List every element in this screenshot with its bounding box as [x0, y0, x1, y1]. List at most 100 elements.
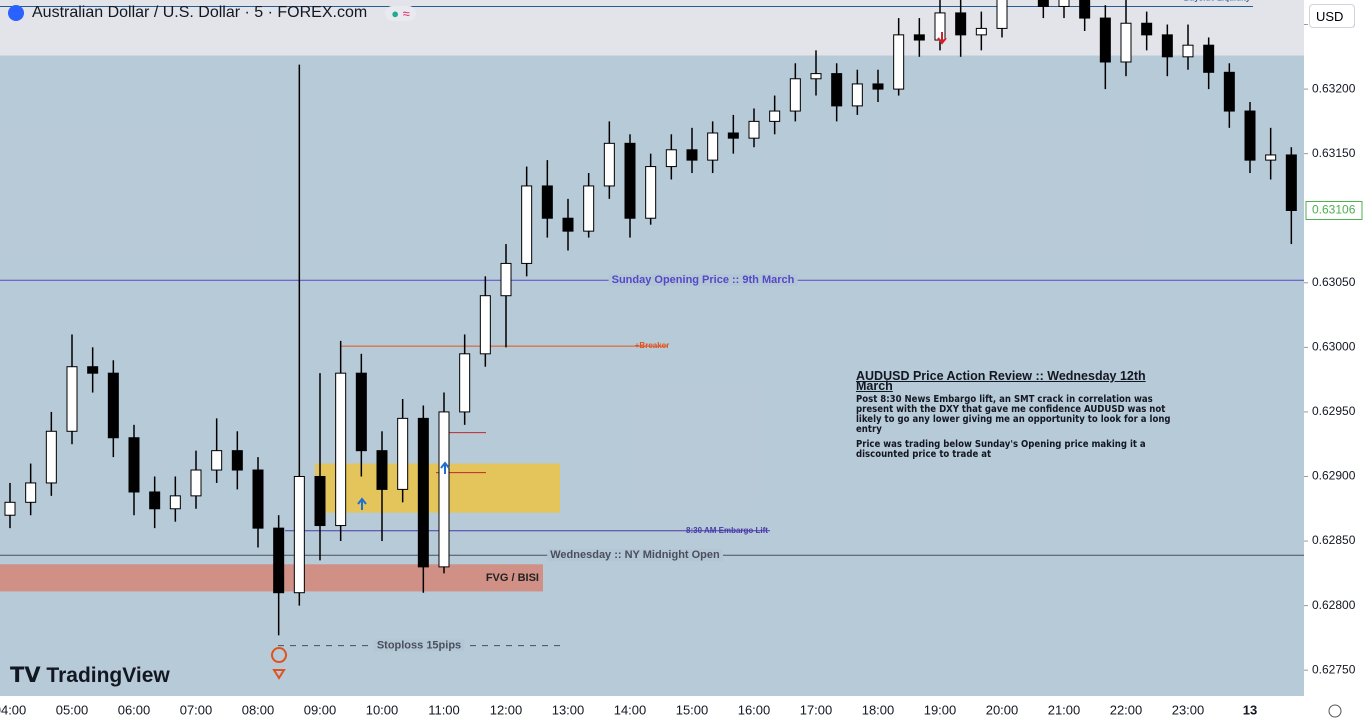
zone-label: FVG / BISI: [486, 572, 539, 584]
level-label: Stoploss 15pips: [377, 640, 461, 652]
x-tick-label: 20:00: [986, 702, 1019, 717]
candle-body: [934, 12, 946, 41]
x-tick-label: 08:00: [242, 702, 275, 717]
up-arrow: [440, 461, 450, 474]
y-tick-label: 0.62800: [1312, 598, 1356, 612]
x-tick-label: 11:00: [428, 702, 460, 717]
symbol-title[interactable]: Australian Dollar / U.S. Dollar · 5 · FO…: [32, 4, 368, 21]
level-label: Buyside Liquidity: [1184, 0, 1251, 3]
level-label-bg: [373, 639, 465, 652]
x-tick-label: 04:00: [0, 702, 26, 717]
candle-body: [66, 366, 78, 432]
candle-body: [252, 469, 264, 529]
x-tick-label: 07:00: [180, 702, 213, 717]
candle-body: [624, 142, 636, 219]
candle-body: [1099, 17, 1111, 63]
symbol-icon: [8, 5, 24, 21]
x-tick-label: 12:00: [490, 702, 523, 717]
candle-body: [562, 217, 574, 232]
candle-body: [1079, 0, 1091, 19]
x-tick-label: 15:00: [676, 702, 709, 717]
price-axis: [1304, 0, 1363, 726]
candle-body: [149, 491, 161, 510]
x-tick-label: 19:00: [924, 702, 957, 717]
x-tick-label: 09:00: [304, 702, 337, 717]
candle-body: [872, 83, 884, 90]
x-tick-label: 13:00: [552, 702, 585, 717]
x-tick-label: 14:00: [614, 702, 647, 717]
x-tick-label: 13: [1243, 702, 1257, 717]
candle-body: [541, 185, 553, 219]
candle-body: [789, 78, 801, 112]
x-tick-label: 17:00: [800, 702, 833, 717]
candle-body: [438, 411, 450, 568]
candle-body: [500, 262, 512, 297]
candle-body: [893, 34, 905, 90]
candle-body: [851, 83, 863, 107]
candle-body: [686, 149, 698, 161]
candle-body: [293, 475, 305, 594]
candle-body: [190, 469, 202, 497]
last-price-box: [1305, 200, 1363, 220]
down-arrow: [937, 32, 947, 45]
zone: [0, 564, 543, 592]
header: Australian Dollar / U.S. Dollar · 5 · FO…: [8, 4, 416, 22]
candle-body: [87, 366, 99, 374]
brand-text: TradingView: [46, 664, 170, 687]
candle-body: [603, 142, 615, 187]
note-text: Post 8:30 News Embargo lift, an SMT crac…: [856, 394, 1171, 435]
note: AUDUSD Price Action Review :: Wednesday …: [856, 369, 1176, 465]
candle-body: [273, 527, 285, 594]
y-tick-label: 0.63200: [1312, 81, 1356, 95]
candle-body: [45, 430, 57, 484]
x-tick-label: 21:00: [1048, 702, 1081, 717]
candle-body: [459, 353, 471, 413]
candle-body: [397, 417, 409, 490]
level-label: +Breaker: [635, 341, 669, 350]
level-label-bg: [547, 549, 724, 562]
time-axis: [0, 696, 1304, 726]
candle-body: [1182, 44, 1194, 58]
candle-body: [231, 450, 243, 471]
candle-body: [769, 110, 781, 122]
up-arrow: [357, 497, 367, 510]
candle-body: [748, 120, 760, 139]
settings-icon[interactable]: [1328, 704, 1342, 718]
candle-body: [479, 295, 491, 355]
status-badge[interactable]: ● ≈: [385, 5, 416, 21]
x-tick-label: 22:00: [1110, 702, 1143, 717]
candle-body: [913, 34, 925, 41]
candle-body: [128, 437, 140, 493]
candle-body: [25, 482, 37, 503]
note-text: Price was trading below Sunday's Opening…: [856, 439, 1146, 460]
candle-body: [975, 27, 987, 36]
candle-body: [1037, 0, 1049, 7]
currency-select[interactable]: USD: [1309, 4, 1355, 28]
x-tick-label: 05:00: [56, 702, 89, 717]
candle-body: [1223, 71, 1235, 112]
candle-body: [1058, 0, 1070, 7]
level-label: 8:30 AM Embargo Lift: [686, 526, 768, 535]
candle-body: [707, 132, 719, 161]
y-tick-label: 0.62750: [1312, 662, 1356, 676]
candle-body: [727, 132, 739, 139]
candle-body: [810, 73, 822, 80]
candle-body: [1161, 34, 1173, 58]
y-tick-label: 0.62900: [1312, 469, 1356, 483]
note-title: AUDUSD Price Action Review :: Wednesday …: [856, 369, 1146, 393]
candle-body: [107, 372, 119, 439]
zone: [315, 463, 560, 513]
candle-body: [1120, 22, 1132, 63]
y-tick-label: 0.62850: [1312, 533, 1356, 547]
candle-body: [831, 73, 843, 107]
candle-body: [1285, 154, 1297, 211]
y-tick-label: 0.63000: [1312, 340, 1356, 354]
x-tick-label: 16:00: [738, 702, 771, 717]
brand-logo: 𝗧𝗩 TradingView: [10, 663, 170, 687]
y-tick-label: 0.63150: [1312, 146, 1356, 160]
candle-body: [4, 501, 16, 516]
candle-body: [996, 0, 1008, 29]
candle-body: [1141, 22, 1153, 36]
last-price-label: 0.63106: [1312, 203, 1356, 217]
